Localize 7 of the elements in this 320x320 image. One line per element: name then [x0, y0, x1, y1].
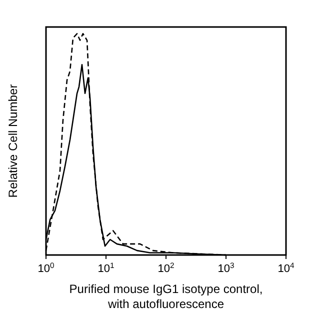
- x-tick-label: 10$^{4}$: [278, 260, 295, 275]
- x-tick-label: 10$^{0}$: [38, 260, 54, 275]
- x-tick-label: 10$^{2}$: [158, 260, 174, 275]
- x-tick-label: 10$^{1}$: [98, 260, 114, 275]
- y-axis-title: Relative Cell Number: [6, 84, 20, 198]
- x-tick-label: 10$^{3}$: [218, 260, 234, 275]
- x-axis-title: Purified mouse IgG1 isotype control, with autofluorescence: [69, 282, 263, 311]
